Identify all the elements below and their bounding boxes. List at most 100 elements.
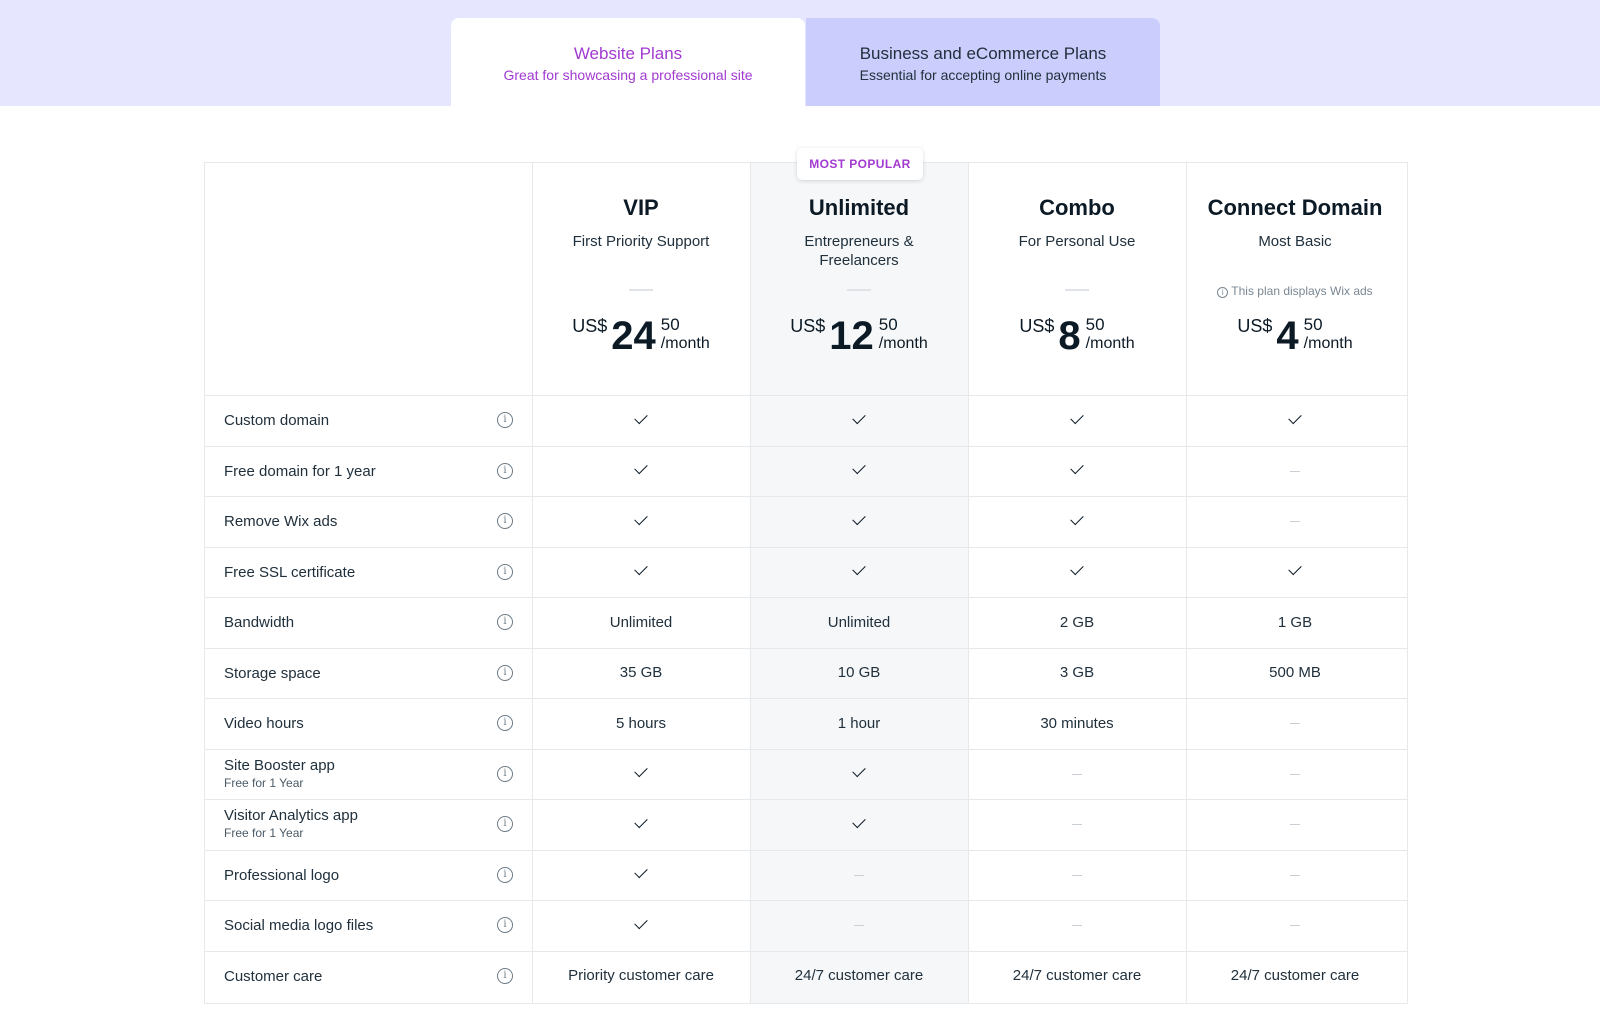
check-icon xyxy=(1070,561,1084,576)
feature-label: Bandwidth xyxy=(224,614,494,632)
info-icon[interactable]: i xyxy=(497,664,513,681)
price-cents: 50 xyxy=(660,315,680,334)
feature-cell xyxy=(532,547,750,597)
info-icon[interactable]: i xyxy=(497,563,513,580)
price-currency: US$ xyxy=(790,316,826,336)
feature-cell xyxy=(968,496,1186,546)
feature-value: 1 GB xyxy=(1277,613,1313,631)
row-divider xyxy=(205,445,1407,447)
check-icon xyxy=(852,460,866,475)
row-divider xyxy=(205,950,1407,952)
feature-name: Storage space xyxy=(224,664,321,682)
info-icon[interactable]: i xyxy=(497,816,513,832)
price-whole: 12 xyxy=(829,314,874,358)
feature-name: Custom domain xyxy=(224,412,330,429)
check-icon xyxy=(1288,561,1302,576)
feature-name: Remove Wix ads xyxy=(224,513,338,530)
feature-cell: 24/7 customer care xyxy=(968,951,1186,1001)
feature-value: 3 GB xyxy=(1059,664,1095,681)
info-icon[interactable]: i xyxy=(497,412,513,428)
info-icon[interactable]: i xyxy=(497,917,513,933)
feature-cell xyxy=(1186,799,1404,849)
feature-cell xyxy=(750,900,968,950)
price-cents: 50 xyxy=(1085,315,1105,334)
feature-label: Storage space xyxy=(224,665,494,683)
tab-website-plans[interactable]: Website Plans Great for showcasing a pro… xyxy=(451,18,805,106)
dash-icon xyxy=(1290,824,1300,825)
plan-price: US$ 4 50/month xyxy=(1186,313,1404,363)
feature-label: Social media logo files xyxy=(224,917,494,935)
feature-name: Professional logo xyxy=(224,866,340,884)
row-divider xyxy=(205,849,1407,851)
feature-value: 2 GB xyxy=(1059,613,1095,631)
info-icon[interactable]: i xyxy=(497,765,513,782)
feature-cell xyxy=(532,850,750,900)
feature-value: Priority customer care xyxy=(568,967,714,984)
plan-header: Unlimited Entrepreneurs & Freelancers US$ 1… xyxy=(750,163,968,395)
feature-cell xyxy=(1186,395,1404,445)
info-icon[interactable]: i xyxy=(497,614,513,630)
dash-icon xyxy=(1072,925,1082,926)
price-group: US$ 8 50/month xyxy=(1019,313,1134,359)
feature-cell xyxy=(1186,446,1404,496)
info-icon[interactable]: i xyxy=(497,866,513,883)
plan-tagline: Most Basic xyxy=(1258,233,1332,250)
feature-cell xyxy=(532,799,750,849)
info-icon[interactable]: i xyxy=(497,715,513,731)
tab-business-ecommerce-plans[interactable]: Business and eCommerce Plans Essential f… xyxy=(806,18,1160,106)
price-group: US$ 24 50/month xyxy=(572,313,709,359)
plans-comparison-table: VIP First Priority Support US$ 24 50/month Un… xyxy=(204,162,1408,1004)
price-fraction: 50/month xyxy=(1304,313,1353,353)
dash-icon xyxy=(854,874,864,876)
price-period: /month xyxy=(878,335,928,352)
row-divider xyxy=(205,597,1407,598)
plan-ads-note-text: This plan displays Wix ads xyxy=(1231,284,1373,298)
feature-label: Professional logo xyxy=(224,867,494,885)
feature-subtext: Free for 1 Year xyxy=(224,826,304,840)
plan-header: VIP First Priority Support US$ 24 50/month xyxy=(532,163,750,395)
feature-cell xyxy=(968,900,1186,950)
feature-label: Free SSL certificate xyxy=(224,564,494,582)
feature-cell xyxy=(968,547,1186,597)
plan-type-band: Website Plans Great for showcasing a pro… xyxy=(0,0,1600,106)
feature-subtext: Free for 1 Year xyxy=(224,775,304,790)
feature-cell xyxy=(1186,900,1404,950)
dash-icon xyxy=(1072,824,1082,825)
plan-column-vip xyxy=(532,163,750,1003)
feature-value: Unlimited xyxy=(827,613,891,631)
feature-value: Unlimited xyxy=(609,613,673,631)
feature-value: 35 GB xyxy=(619,664,663,681)
plan-column-combo xyxy=(968,163,1186,1003)
feature-value: 24/7 customer care xyxy=(1012,967,1142,984)
feature-cell: 10 GB xyxy=(750,648,968,698)
price-whole: 4 xyxy=(1276,314,1299,358)
plan-name: Connect Domain xyxy=(1207,195,1383,220)
check-icon xyxy=(634,511,648,525)
feature-cell xyxy=(532,900,750,950)
info-icon[interactable]: i xyxy=(497,513,513,529)
feature-cell xyxy=(968,395,1186,445)
feature-cell: Unlimited xyxy=(532,597,750,647)
row-divider xyxy=(205,799,1407,800)
feature-cell: 500 MB xyxy=(1186,648,1404,698)
tab-title: Website Plans xyxy=(573,44,683,63)
price-currency: US$ xyxy=(1237,316,1273,336)
feature-cell xyxy=(750,395,968,445)
feature-cell: 35 GB xyxy=(532,648,750,698)
info-icon[interactable]: i xyxy=(497,462,513,479)
row-divider xyxy=(205,698,1407,699)
dash-icon xyxy=(1072,874,1082,876)
feature-cell xyxy=(968,446,1186,496)
check-icon xyxy=(1288,410,1302,424)
check-icon xyxy=(1070,410,1084,424)
feature-cell: 3 GB xyxy=(968,648,1186,698)
feature-cell xyxy=(532,395,750,445)
plan-column-connect-domain xyxy=(1186,163,1404,1003)
check-icon xyxy=(852,511,866,525)
price-cents: 50 xyxy=(1303,315,1323,334)
feature-name: Site Booster app xyxy=(224,756,335,774)
info-icon[interactable]: i xyxy=(497,967,513,984)
plan-name: VIP xyxy=(623,195,659,220)
info-icon: i xyxy=(1217,287,1229,298)
feature-name: Visitor Analytics app xyxy=(224,807,358,824)
